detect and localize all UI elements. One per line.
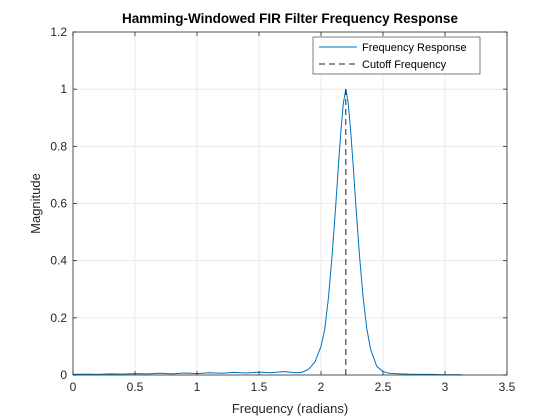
x-tick-label: 2 [318,380,325,394]
x-tick-label: 3.5 [499,380,516,394]
y-tick-label: 0.8 [50,139,67,153]
ticks: 0 0.5 1 1.5 2 2.5 3 3.5 0 0.2 0.4 0.6 0.8 1 1.2 [50,25,515,394]
y-axis-label: Magnitude [28,173,43,234]
legend-label-cutoff: Cutoff Frequency [362,59,447,71]
y-tick-label: 0.6 [50,197,67,211]
x-tick-label: 1.5 [251,380,268,394]
x-tick-label: 2.5 [375,380,392,394]
x-axis-label: Frequency (radians) [232,401,348,416]
y-tick-label: 0.2 [50,311,67,325]
y-tick-label: 1 [60,82,67,96]
grid [73,32,507,375]
x-tick-label: 0 [70,380,77,394]
legend: Frequency Response Cutoff Frequency [312,36,481,75]
x-tick-label: 0.5 [127,380,144,394]
chart-title: Hamming-Windowed FIR Filter Frequency Re… [122,11,458,26]
y-tick-label: 0 [60,368,67,382]
y-tick-label: 1.2 [50,25,67,39]
legend-box [312,36,481,75]
x-tick-label: 3 [442,380,449,394]
y-tick-label: 0.4 [50,254,67,268]
legend-label-response: Frequency Response [362,42,467,54]
x-tick-label: 1 [194,380,201,394]
